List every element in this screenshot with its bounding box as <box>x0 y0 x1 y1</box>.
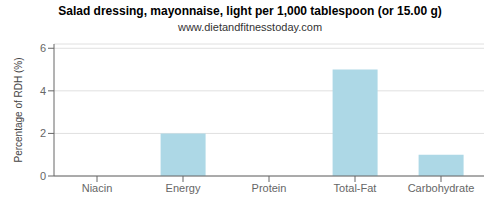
svg-text:6: 6 <box>40 42 46 54</box>
svg-text:Carbohydrate: Carbohydrate <box>408 182 475 194</box>
svg-text:Protein: Protein <box>252 182 287 194</box>
svg-text:2: 2 <box>40 127 46 139</box>
svg-text:Niacin: Niacin <box>82 182 113 194</box>
html-text:Salad dressing, mayonnaise, li: Salad dressing, mayonnaise, light per 1,… <box>58 4 442 18</box>
svg-text:Total-Fat: Total-Fat <box>334 182 377 194</box>
svg-text:Percentage of RDH (%): Percentage of RDH (%) <box>13 57 24 162</box>
svg-text:0: 0 <box>40 170 46 182</box>
html-text:www.dietandfitnesstoday.com: www.dietandfitnesstoday.com <box>178 21 322 33</box>
svg-text:4: 4 <box>40 85 46 97</box>
svg-text:Energy: Energy <box>166 182 201 194</box>
